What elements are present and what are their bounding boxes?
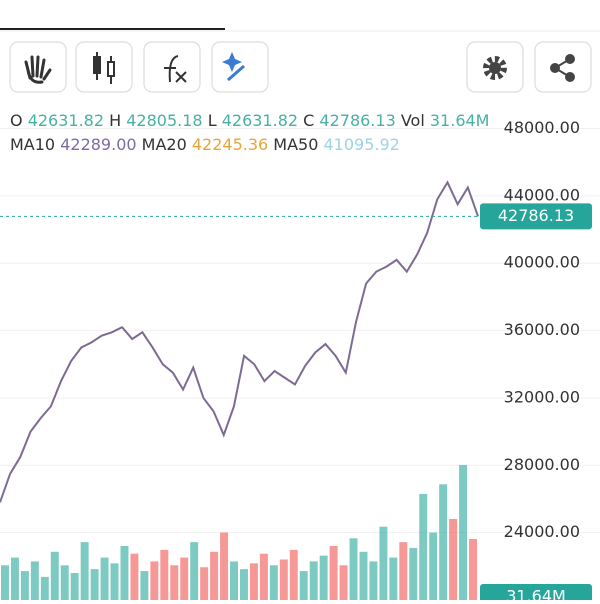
volume-bar <box>190 542 199 600</box>
share-icon <box>550 54 575 82</box>
volume-bar <box>399 542 408 600</box>
y-tick-label: 32000.00 <box>504 387 580 406</box>
volume-bar <box>80 542 89 600</box>
last-volume-label: 31.64M <box>506 587 566 601</box>
volume-bar <box>339 565 348 600</box>
volume-bar <box>30 561 39 600</box>
price-line <box>0 180 479 503</box>
label: C <box>303 111 314 130</box>
toolbar <box>9 41 592 93</box>
value: 42805.18 <box>126 111 202 130</box>
volume-bar <box>20 571 29 600</box>
volume-bar <box>379 526 388 600</box>
volume-bar <box>409 547 418 600</box>
volume-bar <box>279 559 288 600</box>
y-tick-label: 28000.00 <box>504 455 580 474</box>
volume-bar <box>449 519 458 600</box>
volume-bar <box>150 561 159 600</box>
volume-bar <box>230 561 238 600</box>
volume-bar <box>70 573 79 600</box>
volume-bar <box>349 538 358 600</box>
volume-bar <box>459 465 468 600</box>
y-tick-label: 36000.00 <box>504 320 580 339</box>
y-tick-label: 48000.00 <box>504 118 580 137</box>
y-tick-label: 44000.00 <box>504 185 580 204</box>
wand-icon <box>227 64 245 82</box>
volume-bar <box>249 563 258 600</box>
volume-bar <box>210 551 219 600</box>
candle-icon <box>93 52 115 84</box>
plot <box>0 128 600 600</box>
volume-bar <box>299 571 308 600</box>
fx-icon <box>164 55 187 83</box>
volume-bar <box>140 571 149 600</box>
label: L <box>208 111 217 130</box>
volume-bar <box>389 557 398 600</box>
volume-bar <box>359 551 368 600</box>
label: O <box>10 111 23 130</box>
value: 42289.00 <box>60 135 136 154</box>
ohlc-row: O 42631.82 H 42805.18 L 42631.82 C 42786… <box>10 111 489 130</box>
volume-bar <box>240 569 248 600</box>
value: 42245.36 <box>192 135 268 154</box>
volume-bar <box>130 553 139 600</box>
hand-icon <box>24 55 52 84</box>
last-price-label: 42786.13 <box>498 206 574 225</box>
volume-bar <box>329 546 338 600</box>
volume-bar <box>220 532 229 600</box>
volume-bar <box>110 563 119 600</box>
volume-bar <box>180 557 189 600</box>
volume-bar <box>90 569 99 600</box>
value: 31.64M <box>430 111 490 130</box>
volume-bar <box>309 561 318 600</box>
volume-bar <box>60 565 69 600</box>
share-button[interactable] <box>534 41 592 93</box>
label: MA50 <box>273 135 318 154</box>
volume-bar <box>439 484 448 600</box>
volume-bar <box>50 551 59 600</box>
candle-button[interactable] <box>75 41 133 93</box>
last-price-box <box>480 203 592 230</box>
y-tick-label: 40000.00 <box>504 253 580 272</box>
sparkle-icon <box>222 52 242 72</box>
label: Vol <box>401 111 425 130</box>
volume-bar <box>1 565 9 600</box>
volume-bar <box>319 555 328 600</box>
label: MA20 <box>142 135 187 154</box>
volume-bar <box>259 553 268 600</box>
volume-bar <box>170 565 179 600</box>
gear-hub <box>489 62 501 74</box>
volume-bar <box>120 546 129 600</box>
label: MA10 <box>10 135 55 154</box>
value: 41095.92 <box>323 135 399 154</box>
volume-bar <box>160 549 169 600</box>
label: H <box>109 111 121 130</box>
volume-bar <box>469 538 477 600</box>
volume-bar <box>289 549 298 600</box>
volume-bar <box>269 565 278 600</box>
ai-button[interactable] <box>211 41 269 93</box>
last-volume-box <box>480 584 592 604</box>
y-tick-label: 24000.00 <box>504 522 580 541</box>
value: 42631.82 <box>28 111 104 130</box>
value: 42786.13 <box>319 111 395 130</box>
volume-bar <box>10 557 19 600</box>
ma-row: MA10 42289.00 MA20 42245.36 MA50 41095.9… <box>10 135 400 154</box>
volume-bar <box>429 532 438 600</box>
volume-bar <box>200 567 209 600</box>
volume-bar <box>419 493 428 600</box>
volume-bar <box>100 557 109 600</box>
volume-bar <box>40 576 49 600</box>
value: 42631.82 <box>222 111 298 130</box>
volume-bar <box>369 561 378 600</box>
gear-icon <box>483 56 507 80</box>
